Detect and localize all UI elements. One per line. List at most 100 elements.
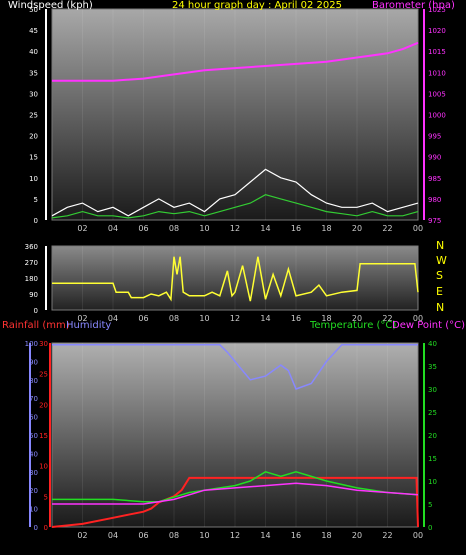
y-tick-baro-0-3: 990 — [428, 154, 441, 162]
x-tick-label-2-1: 04 — [108, 531, 118, 540]
y-tick-wind-0-1: 5 — [34, 196, 38, 204]
direction-label-n-bottom: N — [436, 301, 445, 314]
x-tick-label-1-10: 22 — [382, 314, 392, 323]
y-tick-temp-2-0: 0 — [428, 524, 432, 532]
y-tick-temp-2-8: 40 — [428, 340, 437, 348]
y-tick-wind-0-4: 20 — [29, 133, 38, 141]
y-tick-baro-0-8: 1015 — [428, 48, 446, 56]
x-tick-label-1-9: 20 — [352, 314, 362, 323]
gust-series — [51, 194, 419, 219]
x-tick-label-1-1: 04 — [108, 314, 118, 323]
x-tick-label-0-8: 18 — [321, 224, 331, 233]
panel-2 — [51, 342, 419, 528]
y-tick-hum-2-7: 70 — [29, 395, 38, 403]
y-tick-hum-2-8: 80 — [29, 377, 38, 385]
y-tick-baro-0-10: 1025 — [428, 6, 446, 14]
x-tick-label-1-0: 02 — [77, 314, 87, 323]
y-tick-hum-2-3: 30 — [29, 469, 38, 477]
x-tick-label-0-10: 22 — [382, 224, 392, 233]
panel-1 — [51, 245, 419, 311]
windspeed-axis-label: Windspeed (kph) — [8, 0, 93, 11]
y-tick-wind-0-6: 30 — [29, 90, 38, 98]
x-tick-label-0-1: 04 — [108, 224, 118, 233]
y-tick-wind-0-2: 10 — [29, 175, 38, 183]
y-tick-rain-2: 10 — [39, 463, 48, 471]
y-tick-rain-5: 25 — [39, 371, 48, 379]
x-tick-label-0-2: 06 — [138, 224, 148, 233]
x-tick-label-2-5: 12 — [230, 531, 240, 540]
y-tick-rain-1: 5 — [44, 493, 48, 501]
y-tick-dir-1-2: 180 — [25, 275, 38, 283]
y-tick-temp-2-6: 30 — [428, 386, 437, 394]
x-tick-label-2-2: 06 — [138, 531, 148, 540]
y-tick-temp-2-2: 10 — [428, 478, 437, 486]
y-tick-baro-0-0: 975 — [428, 217, 441, 225]
y-tick-wind-0-8: 40 — [29, 48, 38, 56]
y-tick-wind-0-5: 25 — [29, 112, 38, 120]
y-tick-baro-0-7: 1010 — [428, 69, 446, 77]
x-tick-label-2-11: 00 — [413, 531, 423, 540]
x-tick-label-2-7: 16 — [291, 531, 301, 540]
barometer-axis-label: Barometer (hpa) — [372, 0, 455, 11]
y-tick-baro-0-5: 1000 — [428, 112, 446, 120]
direction-label-n-top: N — [436, 239, 445, 252]
x-tick-label-1-5: 12 — [230, 314, 240, 323]
y-tick-baro-0-9: 1020 — [428, 27, 446, 35]
y-tick-rain-6: 30 — [39, 340, 48, 348]
x-tick-label-0-5: 12 — [230, 224, 240, 233]
y-tick-temp-2-5: 25 — [428, 409, 437, 417]
temperature-axis-label: Temperature (°C) — [310, 320, 397, 331]
wind-series — [51, 168, 419, 217]
y-tick-dir-1-0: 0 — [34, 307, 38, 315]
x-tick-label-2-9: 20 — [352, 531, 362, 540]
x-tick-label-2-3: 08 — [169, 531, 179, 540]
y-tick-temp-2-7: 35 — [428, 363, 437, 371]
x-tick-label-1-11: 00 — [413, 314, 423, 323]
x-tick-label-0-7: 16 — [291, 224, 301, 233]
x-tick-label-2-6: 14 — [260, 531, 270, 540]
rainfall-series — [51, 476, 419, 528]
dewpoint-axis-label: Dew Point (°C) — [392, 320, 466, 331]
direction-label-e: E — [436, 285, 443, 298]
y-tick-dir-1-4: 360 — [25, 243, 38, 251]
y-tick-rain-3: 15 — [39, 432, 48, 440]
y-tick-temp-2-3: 15 — [428, 455, 437, 463]
x-tick-label-1-7: 16 — [291, 314, 301, 323]
y-tick-hum-2-10: 100 — [25, 340, 38, 348]
y-tick-hum-2-4: 40 — [29, 450, 38, 458]
x-tick-label-1-3: 08 — [169, 314, 179, 323]
y-tick-baro-0-4: 995 — [428, 133, 441, 141]
y-tick-baro-0-2: 985 — [428, 175, 441, 183]
x-tick-label-0-6: 14 — [260, 224, 270, 233]
x-tick-label-2-10: 22 — [382, 531, 392, 540]
y-tick-hum-2-5: 50 — [29, 432, 38, 440]
x-tick-label-0-0: 02 — [77, 224, 87, 233]
y-tick-dir-1-3: 270 — [25, 259, 38, 267]
direction-series — [52, 256, 419, 302]
x-tick-label-1-2: 06 — [138, 314, 148, 323]
x-tick-label-2-8: 18 — [321, 531, 331, 540]
y-tick-baro-0-6: 1005 — [428, 90, 446, 98]
x-tick-label-2-4: 10 — [199, 531, 209, 540]
x-tick-label-1-4: 10 — [199, 314, 209, 323]
x-tick-label-1-8: 18 — [321, 314, 331, 323]
direction-label-w: W — [436, 254, 447, 267]
direction-label-s: S — [436, 269, 443, 282]
x-tick-label-2-0: 02 — [77, 531, 87, 540]
x-tick-label-1-6: 14 — [260, 314, 270, 323]
humidity-series — [52, 344, 418, 390]
y-tick-wind-0-0: 0 — [34, 217, 38, 225]
y-tick-hum-2-6: 60 — [29, 414, 38, 422]
y-tick-baro-0-1: 980 — [428, 196, 441, 204]
y-tick-wind-0-10: 50 — [29, 6, 38, 14]
x-tick-label-0-9: 20 — [352, 224, 362, 233]
y-tick-hum-2-1: 10 — [29, 506, 38, 514]
dewpoint-series — [52, 482, 419, 505]
y-tick-hum-2-9: 90 — [29, 358, 38, 366]
rainfall-axis-label: Rainfall (mm) — [2, 320, 70, 331]
y-tick-wind-0-9: 45 — [29, 27, 38, 35]
y-tick-temp-2-4: 20 — [428, 432, 437, 440]
y-tick-wind-0-7: 35 — [29, 69, 38, 77]
